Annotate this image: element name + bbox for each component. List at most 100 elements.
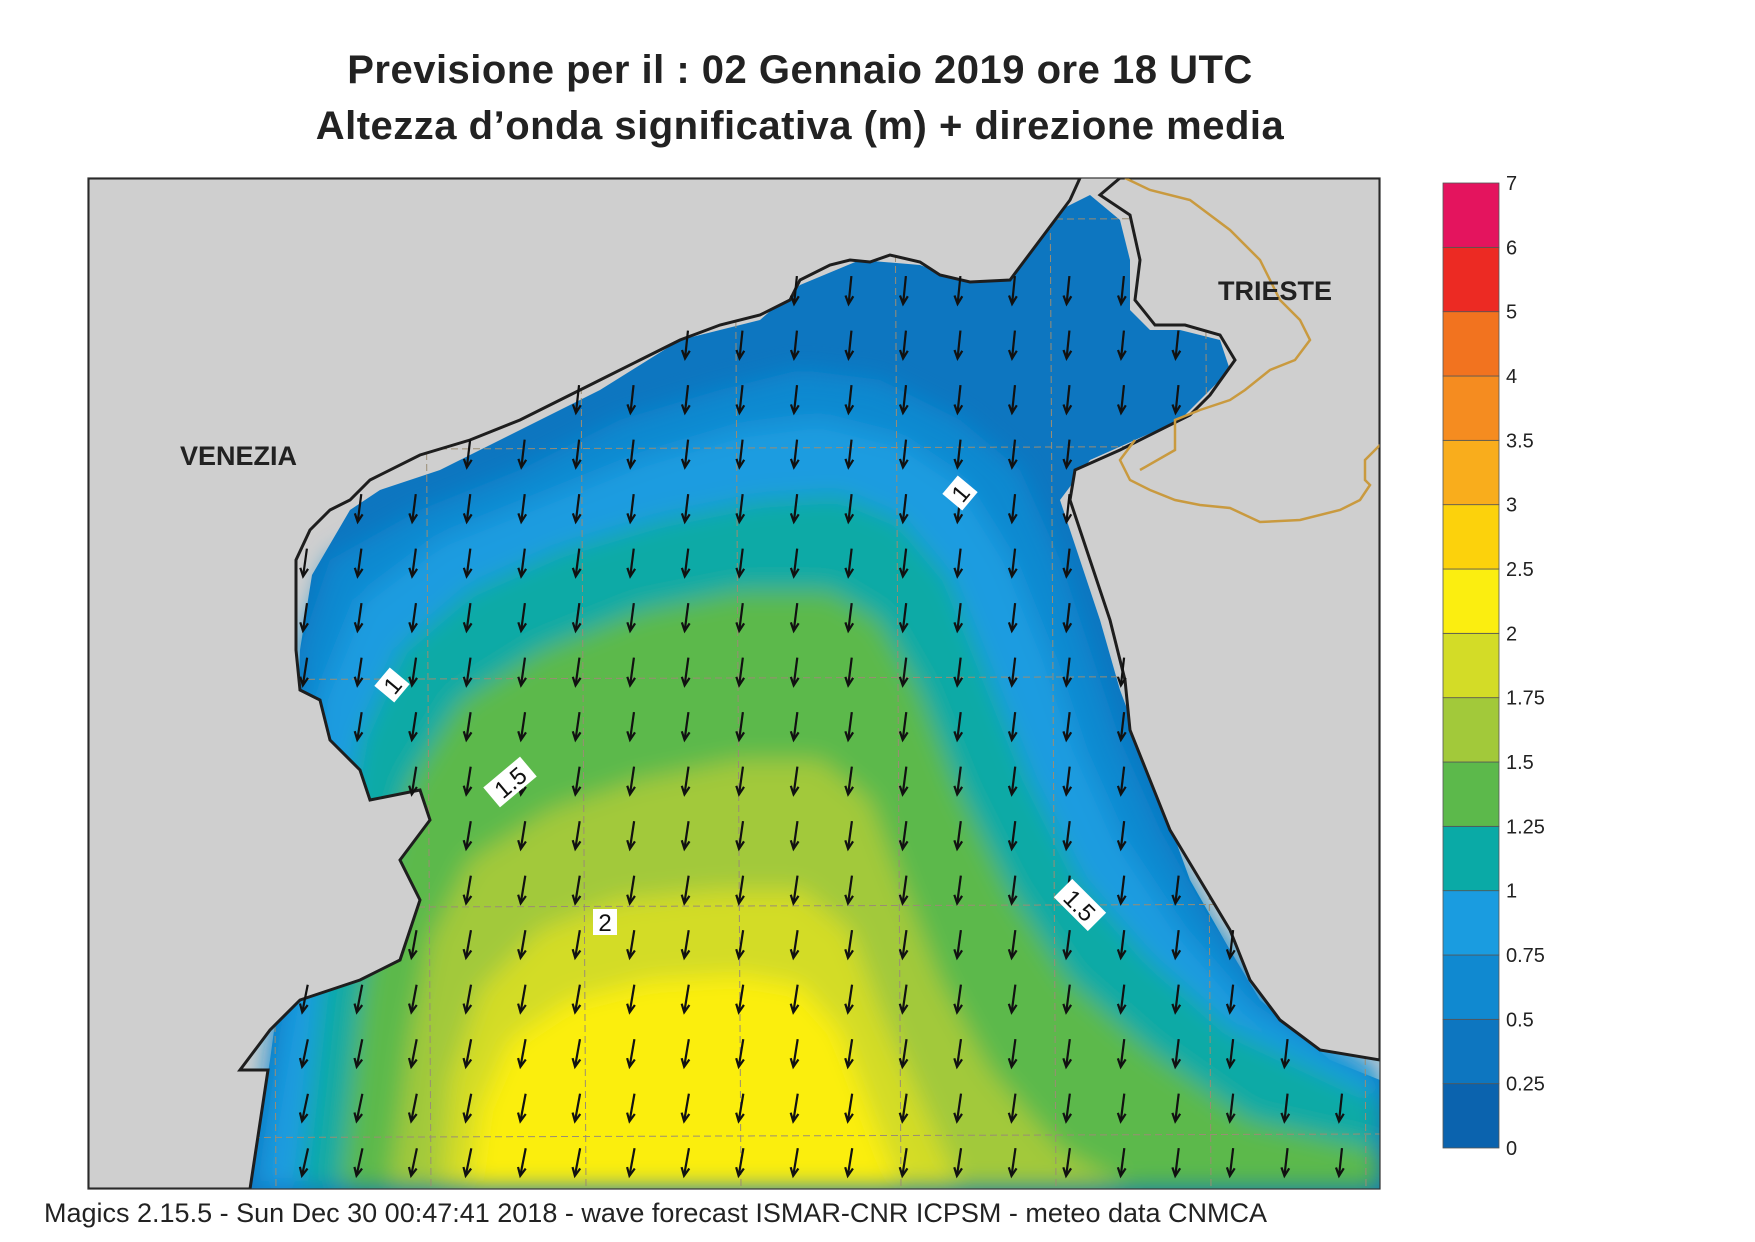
wave-arrow (1062, 984, 1073, 1015)
wave-arrow (462, 1039, 473, 1070)
wave-arrow (353, 493, 364, 525)
wave-arrow (517, 984, 527, 1015)
wave-arrow (1225, 1038, 1236, 1070)
colorbar-swatch (1442, 697, 1500, 763)
wave-arrow (353, 1039, 364, 1070)
contour-labels: 111.51.52 (374, 475, 1107, 937)
wave-arrow (1062, 602, 1073, 634)
wave-arrow (680, 875, 691, 906)
wave-arrow (898, 820, 909, 852)
wave-arrow (789, 766, 800, 797)
city-label-venezia: VENEZIA (180, 441, 297, 471)
wave-arrow (735, 657, 746, 688)
colorbar-label: 1.5 (1506, 752, 1534, 774)
wave-arrow (517, 930, 527, 961)
wave-arrow (1334, 1147, 1345, 1179)
colorbar-swatch (1442, 954, 1500, 1020)
wave-arrow (735, 875, 745, 906)
wave-arrow (408, 766, 418, 797)
wave-arrow (626, 384, 637, 416)
wave-arrow (789, 929, 800, 961)
wave-arrow (953, 929, 963, 961)
wave-arrow (735, 711, 745, 743)
wave-arrow (626, 875, 636, 906)
wave-arrow (626, 820, 636, 852)
colorbar-legend: 0 0.25 0.5 0.75 1 1.25 1.5 1.75 2 2.5 3 3.5 4 5 6 7 (1442, 173, 1545, 1160)
wave-arrow (1007, 711, 1018, 743)
wave-arrow (1007, 929, 1018, 961)
wave-arrow (408, 657, 418, 688)
wave-arrow (953, 875, 964, 906)
wave-arrow (407, 1148, 418, 1179)
colorbar-label: 3 (1506, 495, 1517, 517)
grid-meridian (1049, 178, 1057, 1189)
wave-arrow (1062, 330, 1073, 361)
colorbar-swatch (1442, 375, 1500, 441)
wave-arrow (1171, 984, 1182, 1015)
wave-arrow (898, 275, 909, 307)
wave-arrow (844, 330, 855, 361)
wave-arrow (517, 1039, 527, 1070)
wave-arrow (953, 330, 964, 361)
wave-arrow (1062, 384, 1073, 416)
wave-arrow (1062, 657, 1073, 688)
wave-arrow (1062, 548, 1073, 579)
wave-arrow (898, 929, 909, 961)
wave-arrow (462, 984, 473, 1015)
wave-arrow (462, 548, 473, 579)
wave-arrow (735, 384, 746, 416)
wave-arrow (1062, 1038, 1073, 1070)
grid-meridian (1204, 178, 1212, 1189)
wave-arrow (571, 1039, 582, 1070)
colorbar-swatch (1442, 825, 1500, 892)
wave-arrow (735, 1039, 745, 1070)
wave-arrow (1225, 1093, 1236, 1124)
wave-arrow (680, 1039, 691, 1070)
wave-arrow (517, 493, 528, 525)
contour-label: 2 (593, 909, 617, 937)
wave-arrow (1116, 657, 1127, 688)
wave-arrow (953, 984, 963, 1015)
colorbar-swatch (1442, 890, 1500, 956)
city-label-trieste: TRIESTE (1218, 276, 1332, 306)
wave-arrow (353, 711, 364, 743)
wave-arrow (462, 821, 473, 852)
wave-arrow (953, 657, 964, 688)
wave-arrow (844, 548, 855, 579)
wave-arrow (898, 1147, 909, 1179)
wave-arrow (844, 439, 855, 470)
footer-credits: Magics 2.15.5 - Sun Dec 30 00:47:41 2018… (44, 1198, 1268, 1228)
wave-arrow (789, 657, 800, 688)
colorbar-label: 4 (1506, 366, 1517, 388)
wave-arrow (353, 984, 364, 1015)
colorbar-label: 0.5 (1506, 1009, 1534, 1031)
colorbar-swatch (1442, 1083, 1500, 1149)
wave-arrow (735, 766, 745, 797)
wave-arrow (353, 1093, 364, 1124)
wave-arrow (626, 1093, 636, 1124)
wave-arrow (517, 711, 527, 743)
title-line-2: Altezza d’onda significativa (m) + direz… (315, 104, 1285, 148)
wave-arrow (735, 330, 746, 361)
colorbar-label: 5 (1506, 302, 1517, 324)
wave-arrow (789, 1093, 800, 1124)
wave-arrow (844, 875, 854, 906)
wave-arrow (844, 1148, 854, 1179)
wave-arrow (1007, 1038, 1018, 1070)
wave-arrow (953, 602, 964, 634)
wave-arrow (898, 1038, 909, 1070)
wave-arrow (735, 1148, 745, 1179)
wave-arrow (680, 384, 691, 416)
wave-arrow (680, 930, 691, 961)
wave-arrow (626, 657, 636, 688)
wave-arrow (462, 439, 473, 470)
wave-arrow (1334, 1093, 1345, 1124)
map-frame (87, 177, 1381, 1190)
wave-arrow (408, 602, 418, 634)
wave-arrow (626, 1039, 636, 1070)
wave-arrow (298, 984, 309, 1015)
wave-arrow (898, 984, 909, 1015)
wave-arrow (844, 657, 855, 688)
wave-arrow (626, 548, 637, 579)
wave-arrow (571, 766, 582, 797)
